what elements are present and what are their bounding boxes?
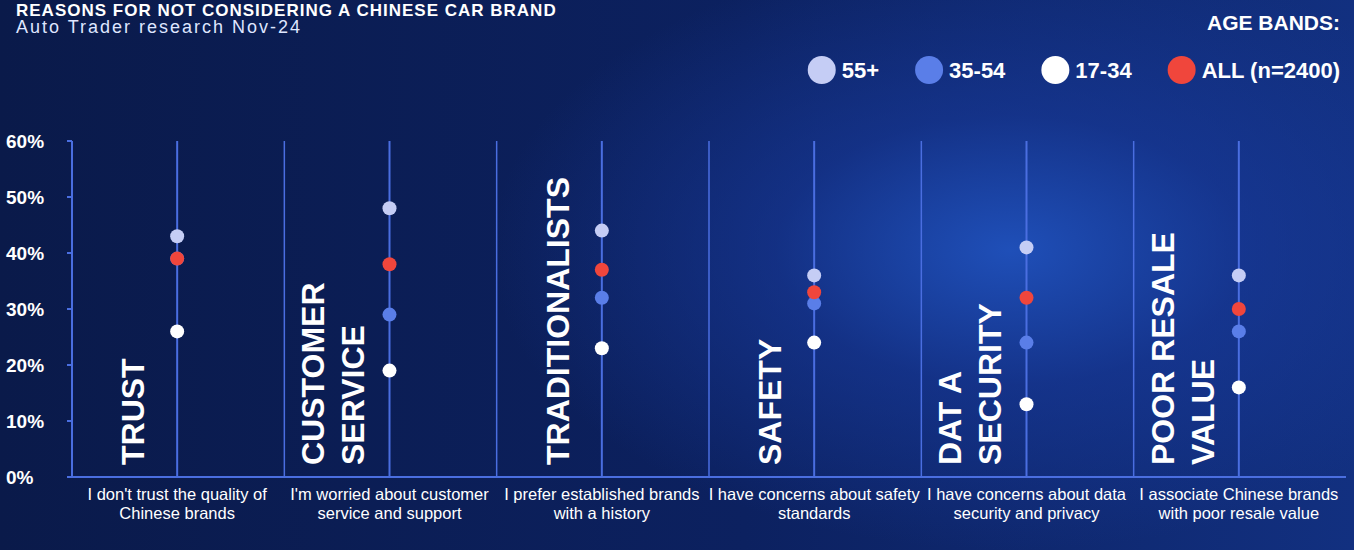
- group-separator: [921, 141, 923, 477]
- y-tick: [67, 420, 72, 422]
- category-label: I associate Chinese brands with poor res…: [1132, 485, 1346, 523]
- y-tick-label: 0%: [6, 467, 34, 488]
- subtitle: Auto Trader research Nov-24: [16, 17, 302, 37]
- group-separator: [708, 141, 710, 477]
- y-tick: [67, 252, 72, 254]
- dot: [170, 252, 184, 266]
- legend-label: ALL (n=2400): [1202, 58, 1340, 83]
- category-label: I prefer established brands with a histo…: [495, 485, 709, 523]
- group-separator: [284, 141, 286, 477]
- dot: [807, 268, 821, 282]
- category-title: DAT ASECURITY: [932, 303, 1008, 465]
- dot: [170, 252, 184, 266]
- marks: [170, 201, 1246, 411]
- group-separator: [496, 141, 498, 477]
- category-label: I have concerns about data security and …: [920, 485, 1134, 523]
- dot: [807, 285, 821, 299]
- category-title: TRADITIONALISTS: [540, 177, 576, 465]
- y-tick: [67, 308, 72, 310]
- legend-swatch: [915, 56, 943, 84]
- category-line: [601, 141, 603, 477]
- dot: [1232, 302, 1246, 316]
- category-title-line: POOR RESALE: [1145, 232, 1181, 465]
- chart: REASONS FOR NOT CONSIDERING A CHINESE CA…: [0, 0, 1354, 550]
- dot: [383, 257, 397, 271]
- dot: [383, 364, 397, 378]
- legend-swatch: [1168, 56, 1196, 84]
- category-label: I don't trust the quality of Chinese bra…: [70, 485, 284, 523]
- y-tick-label: 30%: [6, 299, 44, 320]
- category-label: I'm worried about customer service and s…: [283, 485, 497, 523]
- dot: [1232, 268, 1246, 282]
- dot: [595, 341, 609, 355]
- legend-title: AGE BANDS:: [1207, 11, 1340, 34]
- legend-swatch: [808, 56, 836, 84]
- category-title-line: DAT A: [932, 371, 968, 465]
- y-tick-label: 10%: [6, 411, 44, 432]
- y-tick-label: 20%: [6, 355, 44, 376]
- category-title-line: SAFETY: [752, 339, 788, 465]
- legend-label: 17-34: [1075, 58, 1132, 83]
- legend-swatch: [1041, 56, 1069, 84]
- y-tick: [67, 196, 72, 198]
- group-separator: [1133, 141, 1135, 477]
- y-tick-label: 60%: [6, 131, 44, 152]
- legend-label: 55+: [842, 58, 879, 83]
- dot: [1232, 324, 1246, 338]
- dot: [807, 336, 821, 350]
- category-title-line: SERVICE: [335, 325, 371, 465]
- category-line: [176, 141, 178, 477]
- y-tick: [67, 140, 72, 142]
- category-title: SAFETY: [752, 339, 788, 465]
- category-title-line: VALUE: [1185, 359, 1221, 465]
- category-title-line: TRADITIONALISTS: [540, 177, 576, 465]
- dot: [595, 291, 609, 305]
- y-tick: [67, 476, 72, 478]
- dot: [383, 308, 397, 322]
- dot: [1020, 336, 1034, 350]
- dot: [1020, 240, 1034, 254]
- dot: [595, 263, 609, 277]
- y-tick-label: 40%: [6, 243, 44, 264]
- category-title: POOR RESALEVALUE: [1145, 232, 1221, 465]
- dot: [383, 201, 397, 215]
- category-title: CUSTOMERSERVICE: [295, 282, 371, 465]
- y-tick-label: 50%: [6, 187, 44, 208]
- dot: [170, 324, 184, 338]
- dot: [170, 229, 184, 243]
- legend-label: 35-54: [949, 58, 1006, 83]
- category-title: TRUST: [115, 358, 151, 465]
- dot: [1232, 380, 1246, 394]
- y-tick: [67, 364, 72, 366]
- dot: [595, 224, 609, 238]
- dot: [1020, 397, 1034, 411]
- category-line: [1026, 141, 1028, 477]
- category-title-line: SECURITY: [972, 303, 1008, 465]
- dot: [1020, 291, 1034, 305]
- legend: 55+ 35-54 17-34 ALL (n=2400): [808, 56, 1340, 84]
- category-label: I have concerns about safety standards: [707, 485, 921, 523]
- category-title-line: TRUST: [115, 358, 151, 465]
- category-title-line: CUSTOMER: [295, 282, 331, 465]
